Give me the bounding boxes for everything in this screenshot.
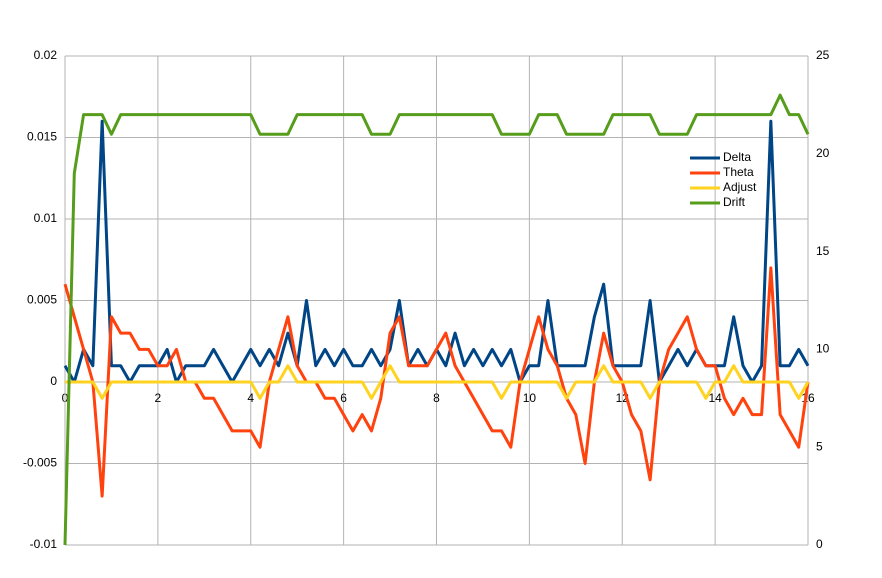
legend-label: Theta bbox=[723, 165, 754, 179]
y2-tick-label: 15 bbox=[816, 244, 830, 258]
y2-tick-label: 0 bbox=[816, 537, 823, 551]
y-tick-label: 0.005 bbox=[27, 293, 57, 307]
x-tick-label: 10 bbox=[523, 391, 537, 405]
y2-tick-label: 10 bbox=[816, 342, 830, 356]
x-tick-label: 4 bbox=[247, 391, 254, 405]
y-tick-label: -0.01 bbox=[30, 537, 58, 551]
x-tick-label: 2 bbox=[155, 391, 162, 405]
y2-tick-label: 20 bbox=[816, 146, 830, 160]
y2-tick-label: 5 bbox=[816, 439, 823, 453]
legend-label: Adjust bbox=[723, 180, 757, 194]
legend-label: Drift bbox=[723, 195, 746, 209]
y-tick-label: 0.01 bbox=[34, 211, 58, 225]
x-tick-label: 8 bbox=[433, 391, 440, 405]
x-tick-label: 14 bbox=[708, 391, 722, 405]
x-tick-label: 16 bbox=[801, 391, 815, 405]
series-line bbox=[63, 93, 810, 546]
y-tick-label: 0 bbox=[50, 374, 57, 388]
series-line bbox=[65, 364, 810, 400]
y2-tick-label: 25 bbox=[816, 48, 830, 62]
x-tick-label: 6 bbox=[340, 391, 347, 405]
y-tick-label: 0.015 bbox=[27, 130, 57, 144]
legend-label: Delta bbox=[723, 150, 751, 164]
y-tick-label: -0.005 bbox=[23, 456, 57, 470]
y-tick-label: 0.02 bbox=[34, 48, 58, 62]
